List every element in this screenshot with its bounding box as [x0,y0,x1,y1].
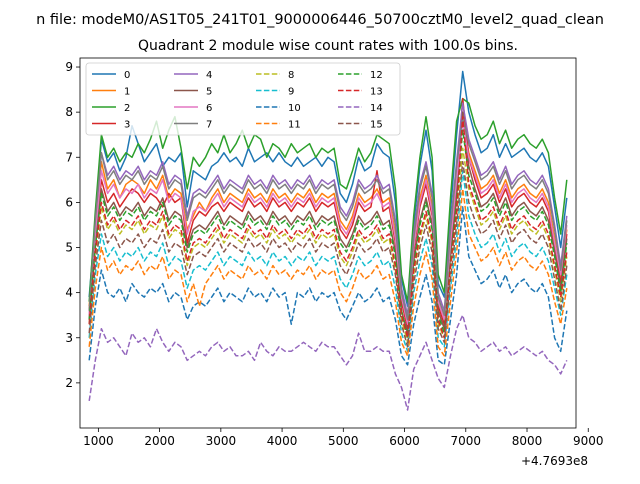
series-line-9 [88,170,568,353]
chart-title: Quadrant 2 module wise count rates with … [138,38,518,54]
series-line-14 [88,314,568,411]
legend-label-10: 10 [288,103,301,114]
legend-box [85,62,401,136]
x-tick-label: 7000 [451,434,482,448]
legend-label-15: 15 [370,120,383,131]
axes-frame [79,57,577,429]
series-line-10 [88,206,568,366]
x-tick-label: 1000 [83,434,114,448]
series-line-3 [88,97,568,330]
x-tick-label: 5000 [328,434,359,448]
y-tick-label: 6 [65,195,73,209]
legend-label-1: 1 [124,87,130,98]
legend-label-11: 11 [288,120,301,131]
y-tick-label: 7 [65,150,73,164]
series-group [88,70,568,411]
x-tick-label: 2000 [144,434,175,448]
x-tick-label: 3000 [206,434,237,448]
y-tick-label: 5 [65,241,73,255]
legend-label-0: 0 [124,70,130,81]
legend-label-8: 8 [288,70,294,81]
series-line-0 [88,70,568,307]
legend-label-9: 9 [288,87,294,98]
series-line-1 [88,115,568,325]
figure-suptitle: n file: modeM0/AS1T05_241T01_9000006446_… [36,12,604,28]
y-tick-label: 8 [65,105,73,119]
x-tick-label: 4000 [267,434,298,448]
y-tick-label: 4 [65,286,73,300]
x-tick-label: 6000 [389,434,420,448]
legend-label-2: 2 [124,103,130,114]
legend-label-14: 14 [370,103,383,114]
y-tick-label: 2 [65,376,73,390]
legend-label-3: 3 [124,120,130,131]
axes: 1000 2000 3000 4000 5000 6000 7000 8000 9000 2 3 4 5… [65,57,604,448]
legend-label-4: 4 [206,70,212,81]
x-tick-label: 9000 [573,434,604,448]
legend-label-5: 5 [206,87,212,98]
y-tick-label: 3 [65,331,73,345]
series-line-8 [88,147,568,344]
x-offset-label: +4.7693e8 [521,454,588,468]
series-line-5 [88,111,568,334]
series-line-12 [88,129,568,339]
series-line-6 [88,120,568,325]
plot-area [88,70,568,411]
legend-label-12: 12 [370,70,383,81]
y-tick-label: 9 [65,60,73,74]
legend-label-6: 6 [206,103,212,114]
series-line-15 [88,161,568,348]
legend-label-13: 13 [370,87,383,98]
series-line-4 [88,102,568,316]
series-line-11 [88,188,568,357]
legend-label-7: 7 [206,120,212,131]
series-line-13 [88,115,568,339]
series-line-7 [88,115,568,321]
x-tick-label: 8000 [512,434,543,448]
